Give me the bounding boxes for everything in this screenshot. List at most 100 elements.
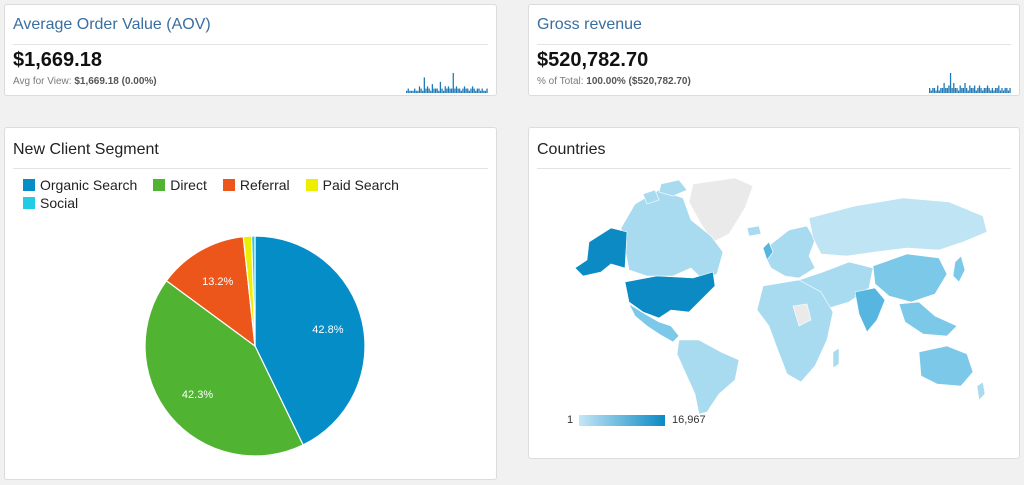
legend-item-organic-search[interactable]: Organic Search xyxy=(23,177,137,193)
legend-item-direct[interactable]: Direct xyxy=(153,177,207,193)
map-region-uk[interactable] xyxy=(762,241,774,261)
legend-swatch-direct xyxy=(153,179,166,191)
gross-revenue-spark-bar xyxy=(943,83,945,93)
map-region-iceland[interactable] xyxy=(746,225,762,237)
gross-revenue-spark-bar xyxy=(940,88,942,93)
gross-revenue-spark-bar xyxy=(986,85,989,93)
map-region-alaska[interactable] xyxy=(574,227,628,277)
gross-revenue-spark-bar xyxy=(938,90,940,93)
legend-item-paid-search[interactable]: Paid Search xyxy=(305,177,399,193)
map-region-australia[interactable] xyxy=(918,345,974,387)
gross-revenue-spark-bar xyxy=(990,90,992,93)
gross-revenue-spark-bar xyxy=(941,88,944,93)
map-scale-gradient xyxy=(579,415,665,426)
aov-spark-bar xyxy=(475,90,477,93)
gross-revenue-title[interactable]: Gross revenue xyxy=(537,16,642,33)
gross-revenue-spark-bar xyxy=(1001,88,1003,93)
legend-swatch-organic-search xyxy=(23,179,35,191)
gross-revenue-spark-bar xyxy=(937,85,939,93)
pie-slice-organic-search[interactable] xyxy=(254,235,366,446)
world-map xyxy=(574,177,988,415)
gross-revenue-spark-bar xyxy=(972,88,974,93)
aov-title[interactable]: Average Order Value (AOV) xyxy=(13,16,211,33)
aov-sub-value: $1,669.18 (0.00%) xyxy=(74,76,157,87)
gross-revenue-sparkline xyxy=(929,73,1011,93)
legend-swatch-paid-search xyxy=(305,179,318,191)
map-region-africa[interactable] xyxy=(756,279,834,383)
aov-spark-bar xyxy=(486,88,488,93)
gross-revenue-spark-bar xyxy=(998,85,1000,93)
legend-label-paid-search: Paid Search xyxy=(322,177,399,193)
gross-revenue-spark-bar xyxy=(957,90,960,93)
aov-spark-bar xyxy=(468,90,470,93)
aov-spark-bar xyxy=(433,88,435,93)
gross-revenue-spark-bar xyxy=(975,90,977,93)
map-region-southeast-asia[interactable] xyxy=(898,301,958,337)
gross-revenue-spark-bar xyxy=(948,85,950,93)
gross-revenue-spark-bar xyxy=(959,85,961,93)
map-region-india[interactable] xyxy=(854,287,886,333)
pie-slice-social[interactable] xyxy=(250,235,256,347)
gross-revenue-subtitle: % of Total: 100.00% ($520,782.70) xyxy=(537,76,691,87)
map-region-mexico[interactable] xyxy=(628,303,680,343)
map-region-russia[interactable] xyxy=(808,197,988,257)
gross-revenue-sub-prefix: % of Total: xyxy=(537,76,584,87)
aov-spark-bar xyxy=(457,88,459,93)
aov-spark-bar xyxy=(434,88,437,93)
legend-label-social: Social xyxy=(40,195,79,211)
legend-item-referral[interactable]: Referral xyxy=(222,177,290,193)
map-region-greenland[interactable] xyxy=(688,177,754,243)
aov-spark-bar xyxy=(418,86,421,93)
map-region-japan[interactable] xyxy=(952,255,966,283)
legend-item-social[interactable]: Social xyxy=(23,195,78,211)
legend-swatch-referral xyxy=(222,179,235,191)
aov-divider xyxy=(13,44,488,45)
gross-revenue-spark-bar xyxy=(991,88,993,93)
gross-revenue-spark-bar xyxy=(1007,90,1010,93)
gross-revenue-spark-bar xyxy=(974,85,976,93)
aov-spark-bar xyxy=(460,90,462,93)
gross-revenue-spark-bar xyxy=(982,90,984,93)
gross-revenue-spark-bar xyxy=(993,90,995,93)
gross-revenue-spark-bar xyxy=(961,88,963,93)
aov-spark-bar xyxy=(430,90,432,93)
legend-label-direct: Direct xyxy=(170,177,207,193)
map-region-new-zealand[interactable] xyxy=(976,381,986,401)
map-region-africa-no-data[interactable] xyxy=(792,303,812,327)
gross-revenue-spark-bar xyxy=(932,88,934,93)
gross-revenue-spark-bar xyxy=(983,88,985,93)
aov-card: Average Order Value (AOV) $1,669.18 Avg … xyxy=(4,4,497,96)
map-region-europe[interactable] xyxy=(764,225,816,279)
gross-revenue-sub-value: 100.00% ($520,782.70) xyxy=(586,76,691,87)
gross-revenue-spark-bar xyxy=(951,88,953,93)
countries-card: Countries xyxy=(528,127,1020,459)
aov-spark-bar xyxy=(476,88,479,93)
map-region-south-america[interactable] xyxy=(676,339,740,415)
aov-spark-bar xyxy=(447,86,450,93)
gross-revenue-spark-bar xyxy=(980,88,982,93)
map-region-usa[interactable] xyxy=(624,271,716,319)
aov-spark-bar xyxy=(483,90,485,93)
pie-slice-referral[interactable] xyxy=(165,235,256,348)
pie-slice-direct[interactable] xyxy=(144,279,304,457)
countries-divider xyxy=(537,168,1011,169)
gross-revenue-spark-bar xyxy=(970,88,973,93)
aov-spark-bar xyxy=(462,88,464,93)
gross-revenue-spark-bar xyxy=(996,88,998,93)
map-region-madagascar[interactable] xyxy=(832,347,840,369)
aov-spark-bar xyxy=(428,88,430,93)
gross-revenue-spark-bar xyxy=(930,90,932,93)
map-region-china[interactable] xyxy=(872,253,948,303)
aov-spark-bar xyxy=(431,84,434,93)
aov-spark-bar xyxy=(473,88,475,93)
segment-card: New Client Segment Organic Search Direct… xyxy=(4,127,497,480)
gross-revenue-spark-bar xyxy=(969,85,971,93)
aov-spark-bar xyxy=(454,88,456,93)
aov-spark-bar xyxy=(444,86,446,93)
aov-spark-bar xyxy=(471,86,474,93)
map-region-arctic-islands[interactable] xyxy=(642,179,688,205)
aov-spark-bar xyxy=(406,90,408,93)
aov-value: $1,669.18 xyxy=(13,49,102,71)
pie-label-organic-search: 42.8% xyxy=(312,324,343,336)
aov-spark-bar xyxy=(423,77,425,93)
